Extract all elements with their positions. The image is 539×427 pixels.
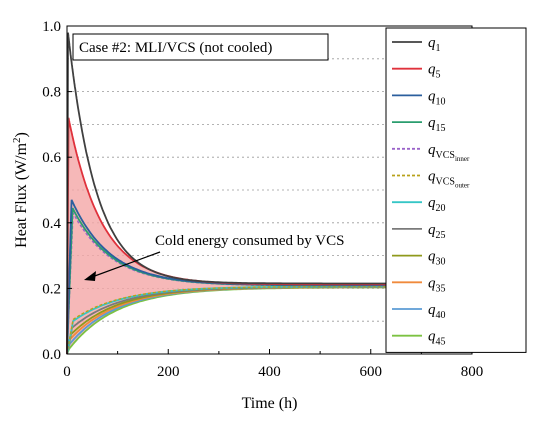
y-axis-label-base: Heat Flux (W/m — [13, 142, 30, 247]
axis-ticks: 0 200 400 600 800 0.0 0.2 0.4 0.6 0.8 1.0 — [42, 19, 483, 380]
chart-title-box: Case #2: MLI/VCS (not cooled) — [72, 33, 329, 61]
legend-label-q40: q40 — [428, 302, 446, 321]
x-tick-label: 800 — [461, 364, 484, 380]
annotation-text: Cold energy consumed by VCS — [155, 233, 344, 249]
legend-label-q10: q10 — [428, 88, 446, 107]
legend-label-qvcs-outer: qVCSouter — [428, 169, 470, 190]
legend-label-q20: q20 — [428, 195, 446, 214]
y-axis-label-close: ) — [13, 132, 30, 137]
y-axis-label: Heat Flux (W/m2) — [11, 132, 30, 248]
x-axis-label: Time (h) — [242, 395, 298, 412]
legend-box — [385, 27, 527, 353]
y-tick-label: 0.6 — [42, 150, 61, 166]
legend-label-q5: q5 — [428, 62, 441, 81]
legend-label-qvcs-inner: qVCSinner — [428, 142, 470, 163]
annotation: Cold energy consumed by VCS — [84, 233, 344, 281]
legend-label-q30: q30 — [428, 249, 446, 268]
y-axis-label-sup: 2 — [11, 137, 23, 143]
chart-title: Case #2: MLI/VCS (not cooled) — [79, 40, 272, 56]
legend: q1 q5 q10 q15 qVCSinner qVCSouter q20 q25 q30 q35… — [385, 27, 527, 353]
legend-label-q1: q1 — [428, 35, 441, 54]
series-lines — [66, 32, 401, 355]
y-tick-label: 0.0 — [42, 347, 61, 363]
annotation-arrowhead — [84, 271, 96, 281]
y-tick-label: 1.0 — [42, 19, 61, 35]
legend-label-q15: q15 — [428, 115, 446, 134]
legend-label-q25: q25 — [428, 222, 446, 241]
x-tick-label: 200 — [157, 364, 180, 380]
annotation-arrow — [91, 251, 161, 278]
series-line-qvcs-outer — [66, 285, 401, 355]
legend-label-q35: q35 — [428, 275, 446, 294]
x-tick-label: 600 — [360, 364, 383, 380]
x-tick-label: 400 — [258, 364, 281, 380]
y-tick-label: 0.8 — [42, 85, 61, 101]
series-line-q1 — [66, 32, 401, 355]
legend-label-q45: q45 — [428, 329, 446, 348]
y-tick-label: 0.2 — [42, 281, 61, 297]
y-tick-label: 0.4 — [42, 216, 61, 232]
x-tick-label: 0 — [63, 364, 71, 380]
